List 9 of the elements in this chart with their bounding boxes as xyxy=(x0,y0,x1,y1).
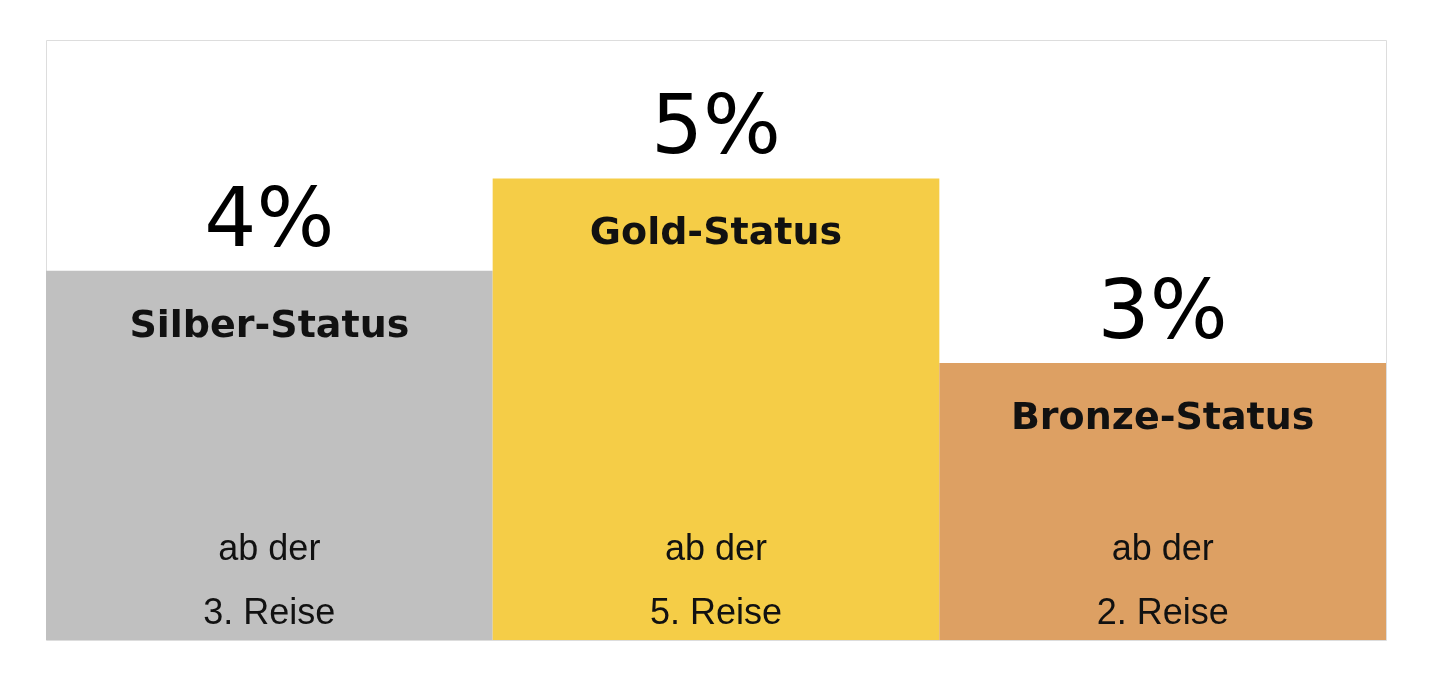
data-label: 5% xyxy=(650,77,782,173)
x-tick-label: Bronze-Status xyxy=(1010,394,1315,439)
x-tick-label: Gold-Status xyxy=(589,209,843,254)
data-label: 3% xyxy=(1097,262,1228,358)
annotation: ab der 5. Reise xyxy=(649,527,783,632)
x-tick-label: Silber-Status xyxy=(129,301,410,346)
data-label: 4% xyxy=(204,169,335,265)
annotation: ab der 2. Reise xyxy=(1096,527,1229,632)
annotation: ab der 3. Reise xyxy=(203,527,336,632)
